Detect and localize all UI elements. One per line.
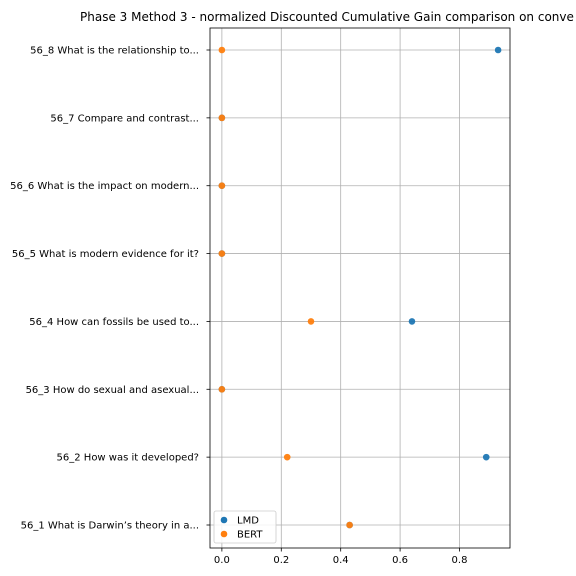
point-bert-7 bbox=[218, 114, 226, 122]
plot-frame bbox=[209, 27, 511, 549]
point-lmd-2 bbox=[482, 453, 490, 461]
point-bert-2 bbox=[283, 453, 291, 461]
point-bert-1 bbox=[346, 521, 353, 529]
x-tick-label: 0.0 bbox=[214, 555, 230, 566]
chart-title: Phase 3 Method 3 - normalized Discounted… bbox=[80, 10, 574, 24]
point-bert-5 bbox=[218, 250, 226, 257]
x-tick-label: 0.8 bbox=[452, 555, 468, 566]
y-tick-label: 56_1 What is Darwin’s theory in a... bbox=[21, 521, 199, 532]
y-tick-label: 56_8 What is the relationship to... bbox=[30, 46, 199, 57]
point-bert-6 bbox=[218, 182, 226, 190]
y-axis-ticks: 56_1 What is Darwin’s theory in a... 56_2… bbox=[10, 46, 210, 532]
legend-box bbox=[213, 510, 277, 544]
x-tick-label: 0.6 bbox=[392, 555, 408, 566]
y-tick-label: 56_2 How was it developed? bbox=[57, 453, 199, 464]
y-tick-label: 56_5 What is modern evidence for it? bbox=[12, 249, 199, 260]
legend-label-bert: BERT bbox=[237, 530, 263, 541]
x-tick-label: 0.4 bbox=[333, 555, 349, 566]
point-lmd-8 bbox=[494, 46, 502, 54]
grid bbox=[210, 28, 510, 548]
point-bert-3 bbox=[218, 385, 226, 393]
y-tick-label: 56_7 Compare and contrast... bbox=[50, 113, 199, 124]
x-tick-label: 0.2 bbox=[273, 555, 289, 566]
legend-marker-bert bbox=[220, 530, 228, 538]
y-tick-label: 56_6 What is the impact on modern... bbox=[10, 181, 199, 192]
x-axis-ticks: 0.0 0.2 0.4 0.6 0.8 bbox=[214, 548, 468, 566]
y-tick-label: 56_3 How do sexual and asexual... bbox=[26, 385, 199, 396]
legend: LMD BERT bbox=[213, 510, 277, 544]
data-points bbox=[218, 46, 502, 529]
y-tick-label: 56_4 How can fossils be used to... bbox=[29, 317, 199, 328]
point-bert-4 bbox=[307, 318, 315, 325]
point-lmd-4 bbox=[408, 318, 416, 325]
point-bert-8 bbox=[218, 46, 226, 54]
legend-label-lmd: LMD bbox=[237, 516, 259, 527]
legend-marker-lmd bbox=[220, 516, 228, 524]
